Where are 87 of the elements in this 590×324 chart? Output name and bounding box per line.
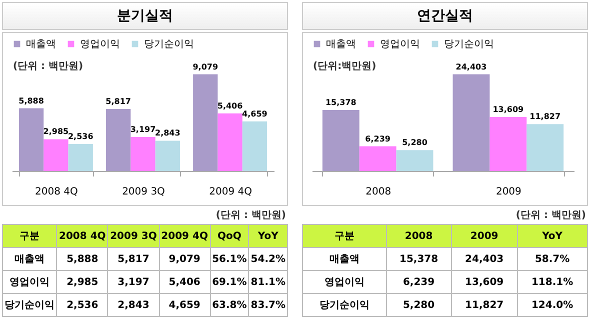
text: 5,406: [168, 276, 200, 288]
data-label: 13,609: [452, 270, 518, 294]
text: 15,378: [325, 98, 356, 108]
x-tick-label: 2008: [366, 186, 392, 198]
text: 매출액: [14, 254, 45, 265]
text: 2,843: [118, 300, 150, 310]
text: (단위:백만원): [313, 60, 376, 73]
data-label: 5,406: [217, 101, 244, 110]
category-label: 2008: [404, 230, 433, 242]
bar: [359, 146, 396, 171]
legend-label: 매출액: [326, 39, 356, 50]
text: 구분: [2, 224, 57, 248]
text: 24,403: [456, 62, 487, 72]
text: 4,659: [168, 300, 200, 310]
bar: [68, 144, 93, 171]
text: 5,888: [66, 254, 98, 264]
text: YoY: [248, 224, 288, 248]
bar: [193, 74, 218, 171]
bar: [44, 139, 68, 171]
x-tick-label: 2009: [496, 186, 522, 198]
legend-label: 당기순이익: [144, 39, 194, 50]
text: 영업이익: [324, 277, 364, 288]
bar: [155, 140, 180, 171]
category-label: 2008 4Q: [59, 230, 106, 242]
data-label: 5,817: [106, 97, 131, 106]
text: 당기순이익: [319, 300, 370, 311]
text: 5,817: [118, 254, 150, 264]
data-label: 3,197: [130, 124, 156, 134]
text: 83.7%: [248, 294, 288, 316]
data-label: 11,827: [452, 294, 518, 316]
bar: [526, 124, 564, 171]
bar: [322, 110, 360, 171]
text: 58.7%: [517, 248, 588, 270]
text: 54.2%: [248, 248, 288, 270]
text: 81.1%: [248, 270, 288, 294]
bar: [218, 113, 242, 171]
text: 3,197: [118, 276, 150, 288]
text: 63.8%: [210, 294, 249, 316]
legend-label: 당기순이익: [444, 39, 494, 50]
bar: [106, 109, 131, 171]
text: 매출액: [329, 254, 360, 265]
bar: [396, 150, 434, 171]
text: 2,536: [66, 300, 98, 310]
bar: [242, 121, 268, 171]
data-label: 2,985: [43, 127, 70, 136]
x-tick-label: 2009 4Q: [209, 186, 252, 198]
data-label: 2,843: [155, 128, 180, 138]
text: (단위 : 백만원): [216, 209, 286, 222]
legend-label: 영업이익: [80, 39, 120, 50]
text: (단위 : 백만원): [516, 209, 586, 222]
bar: [18, 108, 44, 171]
text: 당기순이익: [4, 300, 55, 311]
text: QoQ: [210, 224, 249, 248]
text: 9,079: [168, 254, 200, 264]
data-label: 4,659: [242, 109, 268, 118]
bar: [130, 136, 156, 171]
text: (단위 : 백만원): [13, 60, 84, 73]
text: 5,280: [402, 138, 428, 148]
legend-label: 매출액: [26, 39, 56, 50]
data-label: 5,888: [18, 96, 44, 106]
chart-title: 분기실적: [2, 2, 288, 30]
text: 118.1%: [517, 270, 588, 294]
data-label: 5,280: [386, 294, 452, 316]
chart-title: 연간실적: [302, 2, 588, 30]
text: 영업이익: [10, 277, 50, 288]
text: 6,239: [365, 134, 390, 144]
data-label: 15,378: [386, 248, 452, 270]
x-tick-label: 2008 4Q: [35, 186, 78, 198]
data-label: 24,403: [452, 248, 518, 270]
data-label: 2,536: [68, 132, 94, 141]
bar: [490, 117, 527, 171]
category-label: 2009: [470, 230, 498, 242]
category-label: 2009 4Q: [161, 230, 208, 242]
text: 69.1%: [210, 270, 249, 294]
data-label: 9,079: [192, 62, 218, 72]
text: 124.0%: [517, 294, 588, 316]
category-label: 2009 3Q: [110, 230, 157, 242]
text: 56.1%: [210, 248, 249, 270]
x-tick-label: 2009 3Q: [122, 186, 166, 198]
data-label: 6,239: [386, 270, 452, 294]
bar: [452, 74, 490, 171]
text: YoY: [517, 224, 588, 248]
legend-label: 영업이익: [380, 39, 420, 50]
text: 구분: [302, 224, 386, 248]
text: 11,827: [530, 112, 561, 122]
text: 2,985: [66, 276, 98, 288]
text: 13,609: [492, 105, 524, 114]
